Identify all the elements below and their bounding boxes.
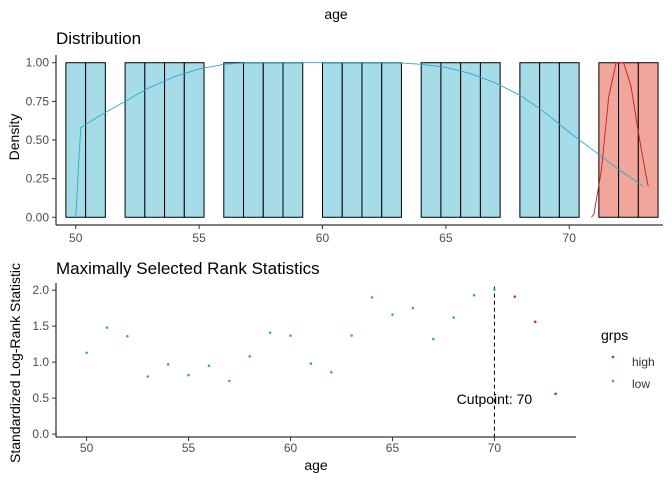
data-point-high — [513, 295, 517, 298]
rank-statistics-x-tick-label: 50 — [80, 441, 94, 455]
histogram-bar-low — [420, 62, 442, 218]
histogram-bar-high — [598, 62, 620, 218]
rank-statistics-panel: Maximally Selected Rank Statistics Stand… — [7, 259, 655, 473]
histogram-bar-low — [519, 62, 541, 218]
rank-statistics-x-ticks: 50 55 60 65 70 — [80, 437, 502, 455]
rank-statistics-y-tick-label: 0.0 — [32, 427, 49, 441]
data-point-low — [228, 379, 231, 383]
histogram-bar-low — [223, 62, 245, 218]
distribution-low-density-line — [75, 62, 644, 218]
histogram-bar-low — [144, 62, 166, 218]
rank-statistics-title: Maximally Selected Rank Statistics — [56, 259, 320, 278]
legend-title: grps — [601, 327, 628, 343]
histogram-bar-low — [164, 62, 185, 218]
rank-statistics-y-tick-label: 2.0 — [32, 283, 49, 297]
histogram-bar-low — [85, 62, 106, 218]
data-point-low — [493, 288, 496, 291]
histogram-bar-low — [479, 62, 501, 218]
rank-statistics-x-tick-label: 55 — [182, 441, 196, 455]
distribution-y-tick-label: 1.00 — [26, 56, 50, 70]
distribution-y-tick-label: 0.75 — [26, 94, 50, 108]
distribution-y-axis-label: Density — [6, 114, 22, 161]
distribution-low-bars — [65, 62, 580, 218]
data-point-low — [452, 316, 455, 319]
histogram-bar-low — [65, 62, 87, 218]
distribution-title: Distribution — [56, 29, 141, 48]
distribution-y-ticks: 0.00 0.25 0.50 0.75 1.00 — [26, 56, 56, 224]
data-point-high — [554, 392, 557, 396]
data-point-low — [350, 334, 353, 337]
data-point-high — [533, 320, 537, 324]
distribution-high-density-line — [591, 62, 649, 218]
data-point-low — [166, 363, 170, 366]
data-point-low — [431, 337, 435, 341]
data-point-low — [187, 373, 190, 377]
legend: grps high low — [601, 327, 655, 391]
distribution-panel: Distribution Density 50 55 60 65 70 0.00 0.25… — [6, 29, 663, 245]
data-point-low — [207, 364, 211, 368]
histogram-bar-low — [262, 62, 284, 218]
histogram-bar-low — [243, 62, 264, 218]
rank-statistics-y-ticks: 0.0 0.5 1.0 1.5 2.0 — [32, 283, 56, 441]
data-point-low — [126, 334, 129, 338]
data-point-low — [309, 362, 313, 365]
histogram-bar-low — [361, 62, 383, 218]
histogram-bar-low — [124, 62, 146, 218]
distribution-high-bars — [598, 62, 659, 218]
data-point-low — [85, 351, 88, 355]
data-point-low — [391, 313, 394, 316]
histogram-bar-low — [341, 62, 363, 218]
data-point-low — [289, 334, 292, 337]
data-point-low — [248, 355, 252, 358]
distribution-x-tick-label: 70 — [563, 231, 577, 245]
histogram-bar-low — [381, 62, 402, 218]
rank-statistics-x-tick-label: 65 — [386, 441, 400, 455]
histogram-bar-low — [183, 62, 205, 218]
histogram-bar-low — [460, 62, 481, 218]
legend-low-key — [611, 379, 615, 383]
cutpoint-label: Cutpoint: 70 — [457, 391, 533, 407]
legend-high-label: high — [632, 355, 655, 369]
histogram-bar-low — [282, 62, 304, 218]
histogram-bar-low — [321, 62, 343, 218]
histogram-bar-low — [558, 62, 580, 218]
legend-high-key — [611, 355, 615, 359]
histogram-bar-high — [618, 62, 639, 218]
distribution-x-tick-label: 60 — [316, 231, 330, 245]
data-point-low — [105, 326, 109, 329]
rank-statistics-x-axis-label: age — [304, 457, 328, 473]
rank-statistics-x-tick-label: 60 — [284, 441, 298, 455]
distribution-x-tick-label: 65 — [439, 231, 453, 245]
rank-statistics-points — [85, 288, 557, 396]
histogram-bar-high — [637, 62, 659, 218]
data-point-low — [146, 375, 150, 378]
histogram-bar-low — [440, 62, 462, 218]
distribution-y-tick-label: 0.00 — [26, 210, 50, 224]
data-point-low — [472, 293, 476, 297]
rank-statistics-y-tick-label: 1.0 — [32, 355, 49, 369]
histogram-bar-low — [539, 62, 560, 218]
data-point-low — [268, 331, 272, 334]
legend-low-label: low — [632, 377, 650, 391]
distribution-y-tick-label: 0.25 — [26, 172, 50, 186]
distribution-y-tick-label: 0.50 — [26, 133, 50, 147]
data-point-low — [370, 296, 374, 299]
rank-statistics-x-tick-label: 70 — [488, 441, 502, 455]
distribution-x-ticks: 50 55 60 65 70 — [69, 225, 576, 245]
data-point-low — [329, 370, 333, 374]
figure-title: age — [324, 6, 348, 22]
rank-statistics-y-tick-label: 1.5 — [32, 319, 49, 333]
rank-statistics-y-tick-label: 0.5 — [32, 391, 49, 405]
distribution-x-tick-label: 50 — [69, 231, 83, 245]
data-point-low — [411, 306, 415, 310]
rank-statistics-y-axis-label: Standardized Log-Rank Statistic — [7, 263, 23, 463]
distribution-x-tick-label: 55 — [192, 231, 206, 245]
